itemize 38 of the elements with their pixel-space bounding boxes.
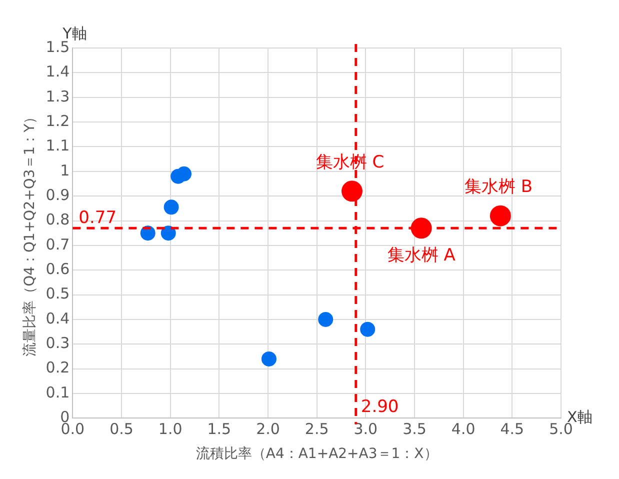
x-tick-label: 1.5 bbox=[207, 420, 232, 438]
point bbox=[318, 312, 334, 327]
y-tick-label: 0.9 bbox=[46, 186, 70, 204]
x-tick-label: 3.5 bbox=[402, 420, 426, 438]
y-tick-label: 0.6 bbox=[46, 260, 70, 278]
x-tick-label: 3.0 bbox=[354, 420, 378, 438]
ref-line-label: 0.77 bbox=[78, 208, 117, 228]
point bbox=[160, 226, 176, 241]
y-tick-label: 0.5 bbox=[46, 284, 70, 303]
x-tick-label: 2.0 bbox=[256, 420, 280, 438]
x-axis-title: 流積比率（A4：A1+A2+A3＝1：X） bbox=[196, 446, 438, 462]
y-tick-label: 0.8 bbox=[46, 210, 70, 229]
x-tick-label: 4.0 bbox=[451, 420, 476, 438]
y-tick-label: 0.7 bbox=[46, 235, 70, 254]
x-tick-label: 1.0 bbox=[158, 420, 182, 438]
y-tick-label: 1.3 bbox=[46, 87, 70, 106]
point bbox=[341, 180, 362, 202]
point bbox=[261, 351, 276, 366]
point bbox=[164, 200, 179, 215]
x-tick-label: 0.5 bbox=[110, 420, 134, 438]
point bbox=[410, 218, 432, 239]
y-tick-label: 1.1 bbox=[46, 136, 70, 155]
y-tick-label: 0.2 bbox=[46, 358, 70, 377]
y-tick-label: 0.4 bbox=[46, 309, 70, 328]
y-tick-label: 1 bbox=[60, 161, 70, 180]
point bbox=[176, 166, 192, 182]
ref-line-label: 2.90 bbox=[360, 397, 399, 418]
x-tick-label: 4.5 bbox=[500, 420, 524, 438]
annotation: 集水桝 A bbox=[387, 246, 456, 266]
y-tick-label: 0.3 bbox=[46, 334, 70, 352]
point bbox=[360, 322, 376, 337]
annotation: 集水桝 B bbox=[464, 177, 532, 198]
x-tick-label: 2.5 bbox=[304, 420, 329, 438]
y-tick-label: 1.2 bbox=[46, 112, 70, 130]
y-tick-label: 1.4 bbox=[46, 62, 70, 81]
y-tick-label: 0.1 bbox=[46, 383, 70, 402]
point bbox=[490, 205, 511, 226]
y-axis-title: 流量比率（Q4：Q1+Q2+Q3＝1：Y） bbox=[22, 110, 38, 356]
